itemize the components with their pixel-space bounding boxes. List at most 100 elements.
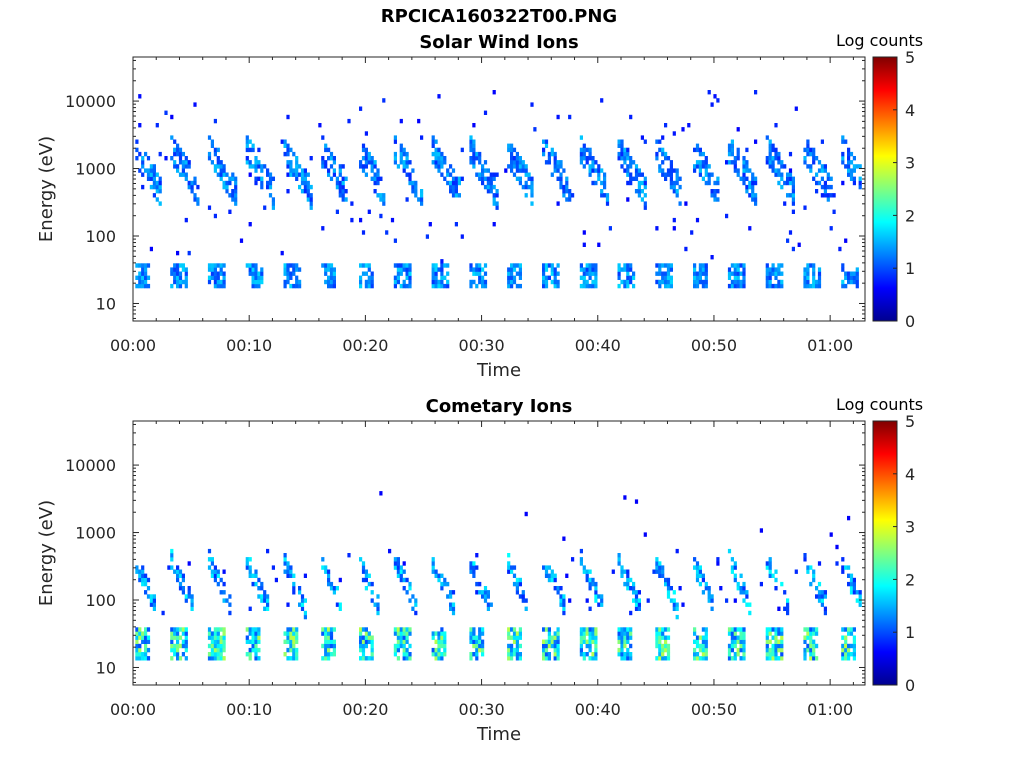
spectrogram-cell (698, 271, 702, 276)
spectrogram-cell (135, 156, 139, 161)
spectrogram-cell (138, 627, 142, 632)
spectrogram-cell (449, 189, 453, 194)
spectrogram-cell (849, 627, 854, 632)
spectrogram-cell (559, 176, 563, 181)
spectrogram-cell (210, 643, 214, 649)
spectrogram-cell (626, 573, 630, 578)
spectrogram-cell (437, 267, 441, 272)
spectrogram-cell (695, 635, 700, 640)
spectrogram-cell (364, 577, 368, 583)
spectrogram-cell (399, 577, 403, 583)
spectrogram-cell (666, 586, 671, 591)
spectrogram-cell (190, 184, 194, 190)
spectrogram-cell (478, 631, 482, 636)
spectrogram-cell (405, 639, 409, 644)
spectrogram-cell (655, 635, 659, 640)
x-tick-label: 00:30 (459, 336, 505, 355)
spectrogram-cell (408, 263, 412, 268)
spectrogram-cell (518, 581, 522, 587)
spectrogram-cell (579, 160, 583, 165)
spectrogram-cell (193, 176, 197, 181)
spectrogram-cell (774, 123, 778, 128)
spectrogram-cell (852, 635, 856, 640)
spectrogram-cell (841, 139, 845, 144)
spectrogram-cell (858, 180, 862, 186)
spectrogram-cell (210, 635, 214, 640)
spectrogram-cell (144, 283, 148, 289)
spectrogram-cell (600, 193, 604, 198)
spectrogram-cell (207, 565, 212, 570)
spectrogram-cell (661, 172, 665, 177)
spectrogram-cell (553, 631, 557, 636)
spectrogram-cell (475, 267, 479, 272)
spectrogram-cell (815, 627, 819, 632)
spectrogram-cell (542, 647, 546, 653)
spectrogram-cell (260, 176, 264, 181)
x-tick-label: 00:50 (691, 700, 737, 719)
spectrogram-cell (332, 627, 336, 632)
spectrogram-cell (440, 627, 444, 632)
spectrogram-cell (257, 635, 261, 640)
spectrogram-cell (617, 639, 621, 644)
spectrogram-cell (481, 631, 485, 636)
spectrogram-cell (771, 147, 775, 153)
spectrogram-cell (510, 275, 514, 280)
spectrogram-cell (370, 590, 374, 595)
spectrogram-cell (402, 635, 406, 640)
spectrogram-cell (207, 205, 212, 210)
spectrogram-cell (611, 569, 615, 574)
spectrogram-cell (257, 275, 261, 280)
spectrogram-cell (184, 656, 188, 661)
spectrogram-cell (675, 189, 679, 194)
spectrogram-cell (698, 147, 702, 153)
spectrogram-cell (507, 635, 511, 640)
spectrogram-cell (701, 271, 705, 276)
spectrogram-cell (847, 647, 851, 653)
spectrogram-cell (414, 610, 418, 616)
spectrogram-cell (181, 160, 185, 165)
spectrogram-cell (675, 168, 679, 173)
spectrogram-cell (472, 271, 476, 276)
spectrogram-cell (698, 565, 702, 570)
spectrogram-cell (847, 164, 851, 169)
spectrogram-cell (222, 172, 226, 177)
spectrogram-cell (841, 160, 845, 165)
spectrogram-cell (176, 639, 180, 644)
spectrogram-cell (469, 627, 473, 632)
spectrogram-cell (783, 590, 787, 595)
spectrogram-cell (271, 176, 275, 181)
spectrogram-cell (736, 271, 740, 276)
spectrogram-cell (481, 643, 485, 649)
spectrogram-cell (617, 627, 621, 632)
spectrogram-cell (324, 569, 328, 574)
spectrogram-cell (585, 643, 589, 649)
spectrogram-cell (271, 201, 275, 206)
spectrogram-cell (841, 156, 845, 161)
spectrogram-cell (661, 279, 665, 285)
colorbar-tick-label: 1 (905, 623, 915, 642)
spectrogram-cell (141, 573, 145, 578)
spectrogram-cell (295, 263, 299, 268)
spectrogram-cell (661, 565, 665, 570)
spectrogram-cell (138, 569, 142, 574)
spectrogram-cell (298, 172, 302, 177)
spectrogram-cell (321, 135, 325, 140)
spectrogram-cell (693, 631, 697, 636)
spectrogram-cell (777, 631, 781, 636)
spectrogram-cell (329, 635, 334, 640)
spectrogram-cell (812, 156, 816, 161)
spectrogram-cell (809, 565, 813, 570)
spectrogram-cell (515, 271, 519, 276)
spectrogram-cell (486, 602, 490, 607)
spectrogram-cell (138, 577, 142, 583)
colorbar-tick-label: 0 (905, 676, 915, 695)
spectrogram-cell (402, 267, 406, 272)
spectrogram-cell (437, 147, 441, 153)
spectrogram-cell (489, 189, 493, 194)
spectrogram-cell (434, 147, 438, 153)
spectrogram-cell (742, 172, 746, 177)
spectrogram-cell (510, 283, 514, 289)
spectrogram-cell (178, 275, 183, 280)
spectrogram-cell (210, 647, 214, 653)
